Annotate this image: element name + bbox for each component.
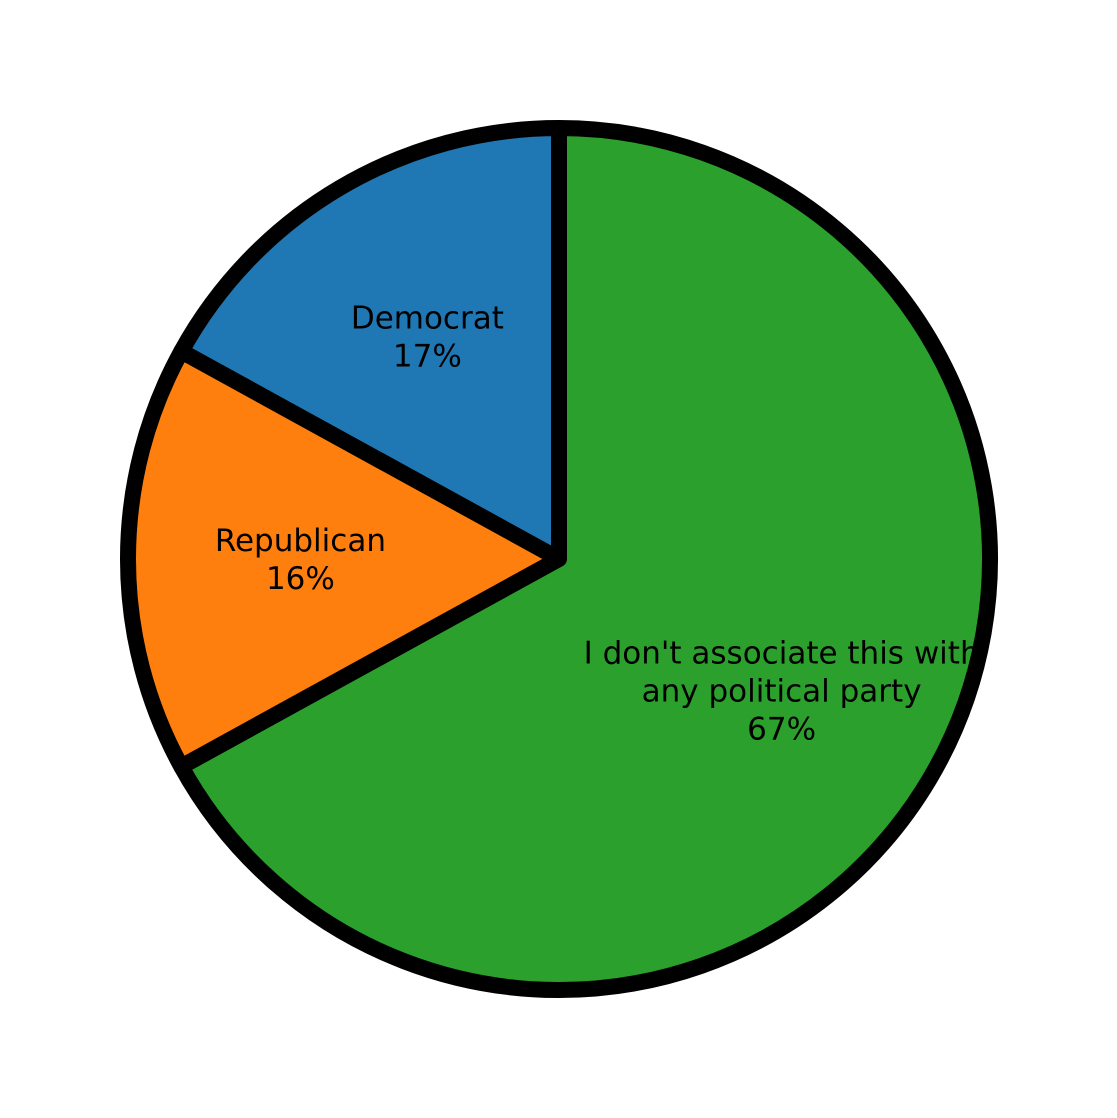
slice-label-1-line-1: 16%: [266, 561, 335, 597]
slice-label-1: Republican 16%: [215, 523, 386, 597]
slice-label-0-line-1: 17%: [393, 338, 462, 374]
pie-labels: Democrat 17% Republican 16% I don't associat…: [215, 300, 980, 747]
slice-label-1-line-0: Republican: [215, 523, 386, 559]
pie-slice-0: [173, 120, 567, 567]
slice-label-0-line-0: Democrat: [351, 300, 504, 336]
pie-slices: [119, 120, 998, 998]
slice-label-0: Democrat 17%: [351, 300, 504, 374]
pie-slice-1: [119, 343, 567, 775]
slice-label-2-line-1: any political party: [642, 674, 922, 710]
pie-slice-2: [173, 120, 998, 998]
slice-label-2: I don't associate this with any political…: [584, 636, 980, 748]
slice-label-2-line-2: 67%: [747, 712, 816, 748]
slice-label-2-line-0: I don't associate this with: [584, 636, 980, 672]
